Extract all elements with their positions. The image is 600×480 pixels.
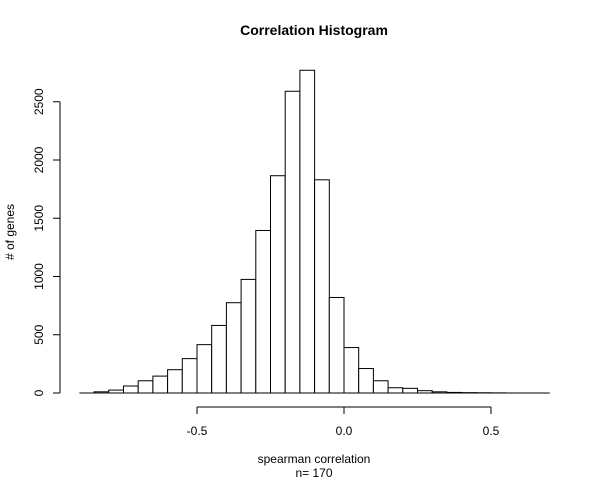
histogram-bar: [358, 368, 374, 394]
y-tick-label: 0: [32, 389, 46, 396]
histogram-bar: [123, 385, 139, 394]
y-ticks-group: 0 500 1000 1500 2000 2500: [32, 88, 60, 396]
x-ticks-group: -0.5 0.0 0.5: [187, 406, 500, 438]
x-tick-label: 0.0: [336, 424, 353, 438]
histogram-bar: [402, 387, 418, 394]
histogram-bar: [137, 380, 154, 394]
x-tick-label: 0.5: [483, 424, 500, 438]
histogram-bar: [343, 347, 360, 394]
histogram-bar: [240, 278, 257, 394]
histogram-bar: [196, 344, 213, 394]
histogram-bar: [314, 179, 330, 394]
y-tick-label: 2000: [32, 146, 46, 173]
y-tick-label: 1500: [32, 205, 46, 232]
y-axis-label: # of genes: [3, 204, 17, 260]
histogram-bar: [225, 302, 242, 394]
histogram-bar: [181, 358, 198, 394]
histogram-bar: [387, 387, 404, 394]
histogram-bar: [284, 90, 301, 394]
y-tick-label: 500: [32, 324, 46, 344]
y-tick-label: 2500: [32, 88, 46, 115]
histogram-bar: [328, 296, 345, 394]
histogram-bar: [270, 175, 286, 394]
x-axis-sublabel: n= 170: [295, 466, 332, 480]
x-tick-label: -0.5: [187, 424, 208, 438]
histogram-bar: [211, 324, 227, 394]
histogram-bar: [372, 380, 389, 394]
histogram-bar: [255, 229, 272, 394]
histogram-bar: [167, 369, 183, 394]
histogram-bar: [299, 69, 316, 394]
histogram-bar: [152, 375, 169, 394]
x-axis-label: spearman correlation: [258, 452, 371, 466]
y-tick-label: 1000: [32, 263, 46, 290]
bars-group: [93, 69, 507, 394]
chart-title: Correlation Histogram: [240, 22, 388, 38]
